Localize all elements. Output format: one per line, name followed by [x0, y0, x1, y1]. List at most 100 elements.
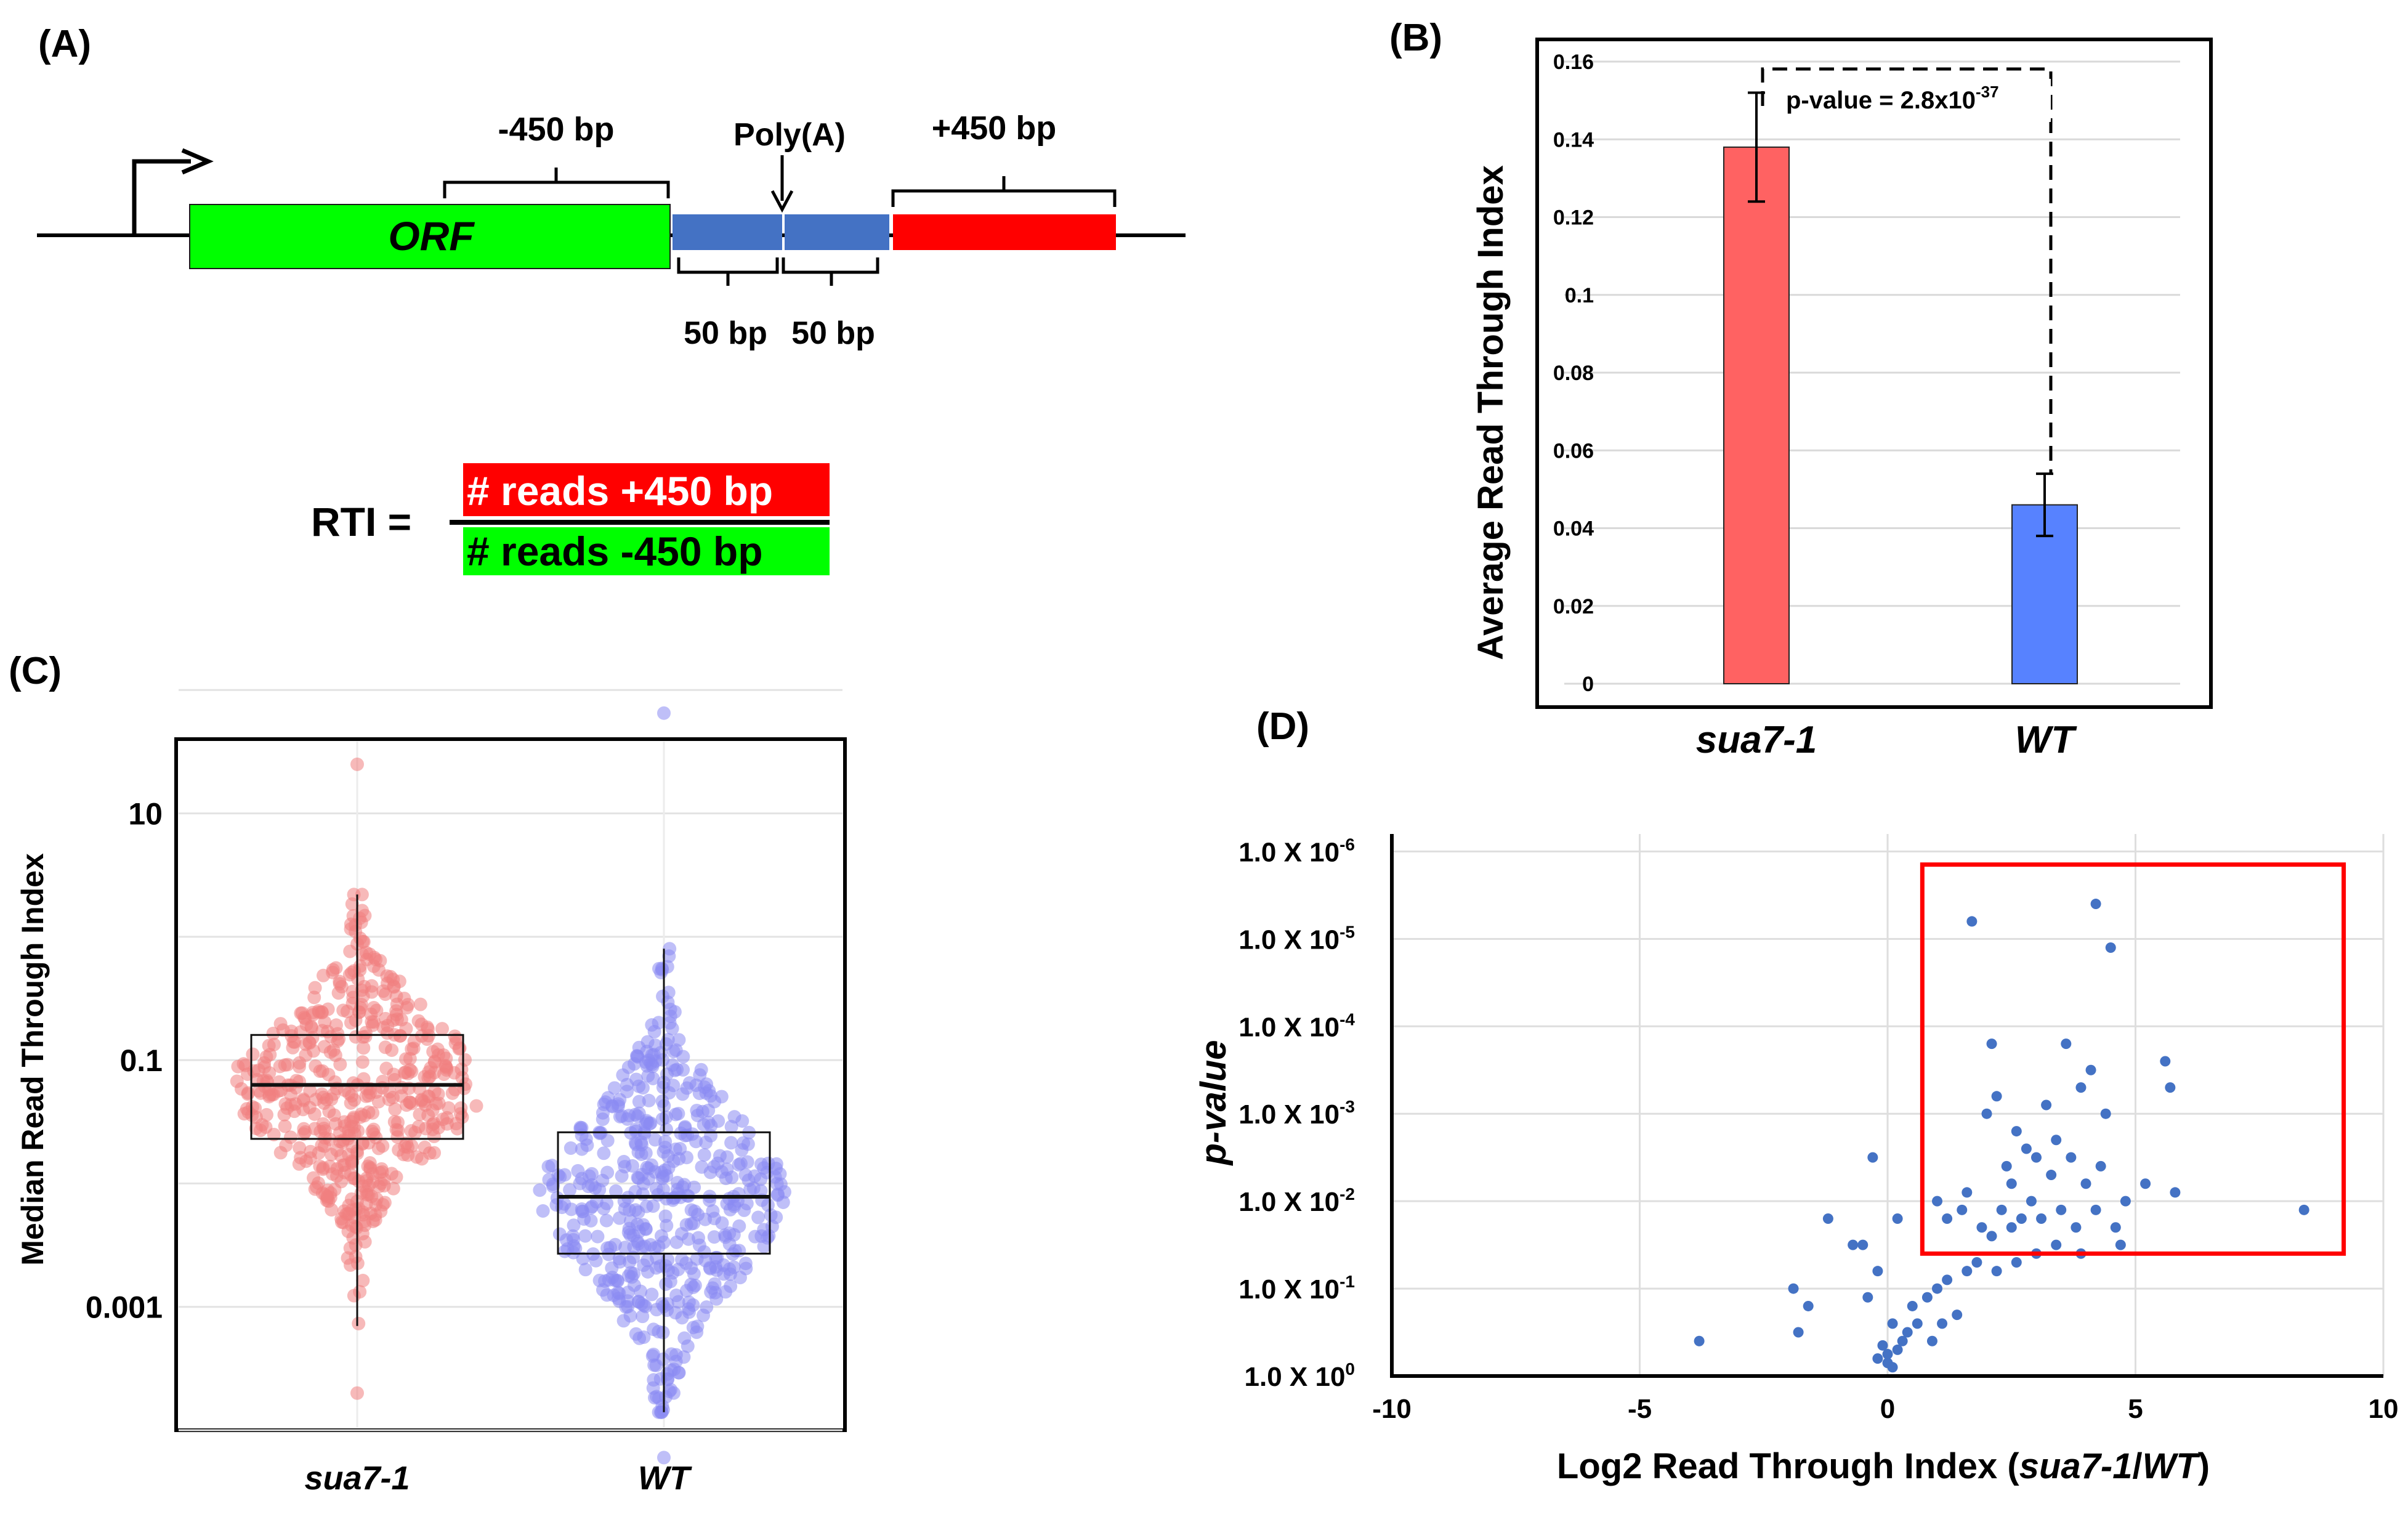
swarm-point	[249, 1122, 263, 1136]
swarm-point	[640, 1253, 655, 1268]
y-tick-exponent: 0	[1345, 1359, 1355, 1378]
scatter-point	[1991, 1091, 2002, 1102]
transcription-start-arrow-icon	[132, 159, 191, 235]
swarm-point	[453, 1107, 467, 1121]
swarm-point	[355, 888, 369, 902]
swarm-point	[694, 1062, 708, 1077]
swarm-point	[640, 1045, 654, 1059]
swarm-point	[241, 1086, 255, 1100]
swarm-point	[697, 1148, 711, 1162]
swarm-point	[337, 1165, 352, 1180]
downstream-box	[893, 214, 1116, 250]
scatter-point	[1962, 1187, 1973, 1198]
polya-label: Poly(A)	[733, 117, 846, 153]
swarm-point	[363, 1162, 378, 1176]
swarm-point	[708, 1277, 722, 1291]
swarm-point	[738, 1168, 753, 1182]
swarm-point	[563, 1183, 577, 1197]
box-sua7-1	[250, 1034, 464, 1140]
swarm-point	[701, 1103, 716, 1117]
swarm-point	[308, 1182, 322, 1196]
swarm-point	[307, 1107, 321, 1121]
swarm-point	[286, 1035, 301, 1049]
orf-box	[189, 204, 671, 269]
swarm-point	[637, 1176, 651, 1191]
swarm-point	[656, 1053, 670, 1067]
swarm-point	[391, 1123, 405, 1138]
p-value-exponent: -37	[1976, 83, 1999, 101]
swarm-point	[665, 1347, 679, 1361]
rti-numerator-box	[463, 463, 830, 516]
scatter-point	[1996, 1204, 2007, 1215]
swarm-point	[347, 1289, 361, 1303]
chart-c-y-axis: 10 0.1 0.001	[86, 797, 163, 1325]
swarm-point	[356, 1274, 370, 1288]
scatter-point	[1822, 1213, 1833, 1224]
swarm-point	[326, 965, 340, 979]
scatter-point	[1872, 1353, 1883, 1364]
scatter-point	[2051, 1239, 2062, 1250]
swarm-point	[609, 1184, 623, 1198]
swarm-point	[596, 1112, 610, 1127]
y-tick-label: 0.16	[1553, 51, 1594, 74]
x-tick-label: 10	[2369, 1394, 2399, 1424]
scatter-point	[1867, 1152, 1878, 1163]
scatter-point	[2298, 1204, 2309, 1215]
swarm-point	[349, 1030, 363, 1044]
polya-region-box-right	[785, 214, 889, 250]
arrowhead-icon	[181, 148, 214, 175]
swarm-point	[385, 1043, 399, 1058]
y-tick-exponent: -4	[1339, 1010, 1355, 1029]
swarm-point	[533, 1183, 547, 1197]
y-tick-label: 1.0 X 10-4	[1238, 1010, 1355, 1042]
scatter-point	[2085, 1064, 2096, 1075]
swarm-point	[366, 1001, 381, 1015]
swarm-point	[356, 934, 370, 949]
swarm-point	[623, 1255, 637, 1269]
swarm-point	[646, 1071, 660, 1085]
swarm-point	[667, 1362, 681, 1377]
swarm-point	[732, 1219, 746, 1233]
swarm-point	[397, 1066, 411, 1080]
p-value-label: p-value = 2.8x10-37	[1786, 83, 1999, 114]
scatter-point	[1942, 1274, 1953, 1285]
chart-b-y-axis: 0 0.02 0.04 0.06 0.08 0.1 0.12 0.14 0.16	[1553, 51, 1594, 696]
scatter-point	[1857, 1239, 1869, 1250]
scatter-point	[1872, 1266, 1883, 1277]
scatter-point	[2046, 1170, 2057, 1181]
swarm-point	[662, 1384, 676, 1398]
swarm-point	[295, 1006, 309, 1020]
swarm-point	[732, 1244, 746, 1258]
swarm-point	[652, 1016, 666, 1030]
swarm-point	[349, 1013, 363, 1027]
y-tick-label: 0	[1582, 673, 1594, 696]
swarm-point	[647, 1373, 661, 1387]
chart-c-x-axis: sua7-1 WT	[304, 1460, 692, 1497]
chart-b-bars	[1723, 91, 2078, 684]
swarm-point	[642, 1093, 656, 1107]
scatter-point	[1862, 1292, 1873, 1303]
swarm-point	[387, 1067, 401, 1082]
swarm-point	[592, 1273, 607, 1287]
scatter-point	[1971, 1257, 1982, 1268]
swarm-point	[578, 1229, 592, 1243]
swarm-point	[612, 1211, 626, 1225]
polya-region-box-left	[673, 214, 782, 250]
y-tick-label: 1.0 X 10-6	[1238, 835, 1355, 867]
swarm-point	[355, 904, 370, 918]
chart-d-x-axis-label: Log2 Read Through Index (sua7-1/WT)	[1557, 1446, 2210, 1486]
swarm-point	[329, 1018, 343, 1032]
swarm-point	[323, 1159, 337, 1173]
x-tick-label: sua7-1	[304, 1460, 410, 1497]
swarm-point	[725, 1170, 739, 1184]
swarm-point	[309, 1059, 323, 1073]
swarm-point	[359, 945, 373, 960]
scatter-point	[2080, 1178, 2091, 1189]
swarm-point	[567, 1232, 581, 1247]
scatter-point	[2006, 1178, 2017, 1189]
swarm-point	[698, 1212, 713, 1226]
swarm-point	[343, 1241, 357, 1255]
swarm-point	[634, 1297, 648, 1311]
swarm-point	[316, 1090, 330, 1104]
swarm-point	[707, 1160, 721, 1174]
